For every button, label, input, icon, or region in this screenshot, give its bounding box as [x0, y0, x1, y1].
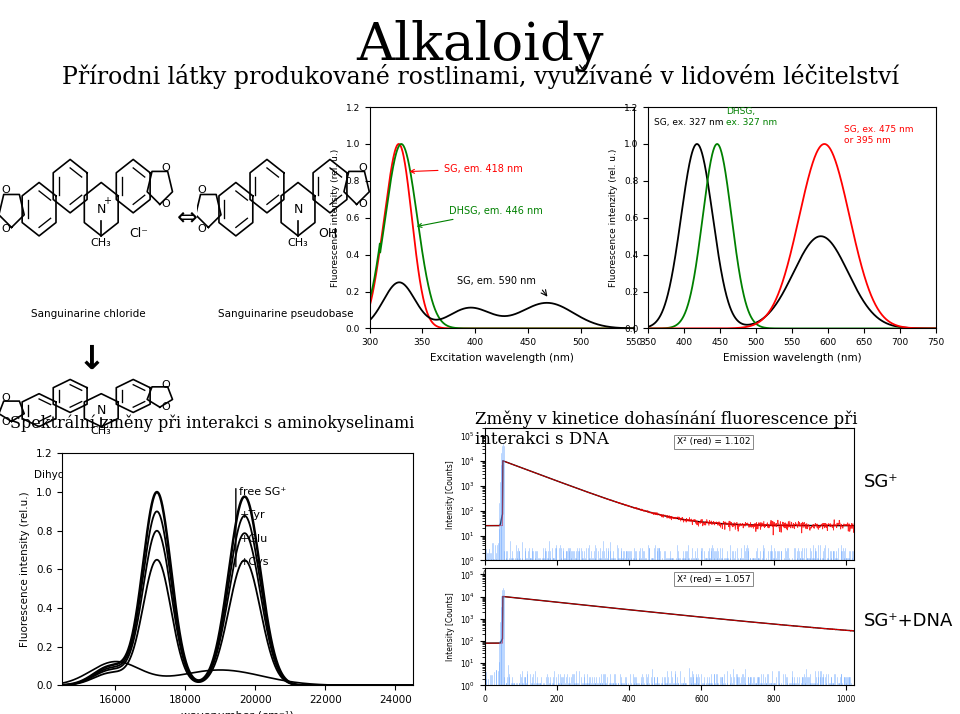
Text: O: O [161, 380, 171, 390]
X-axis label: wavenumber (cm⁻¹): wavenumber (cm⁻¹) [181, 710, 294, 714]
Text: O: O [161, 402, 171, 412]
Text: O: O [1, 393, 10, 403]
Text: SG⁺+DNA: SG⁺+DNA [864, 612, 953, 630]
Text: SG, ex. 327 nm: SG, ex. 327 nm [654, 118, 723, 127]
Text: Změny v kinetice dohasínání fluorescence při
interakci s DNA: Změny v kinetice dohasínání fluorescence… [475, 411, 857, 448]
Text: O: O [161, 199, 171, 209]
Text: Spektrální změny při interakci s aminokyselinami: Spektrální změny při interakci s aminoky… [10, 414, 414, 432]
Text: SG, em. 590 nm: SG, em. 590 nm [457, 276, 536, 286]
Y-axis label: Fluorescence intenzity (rel. u.): Fluorescence intenzity (rel. u.) [610, 149, 618, 287]
Text: O: O [1, 223, 10, 233]
Text: Sanguinarine chloride: Sanguinarine chloride [32, 308, 146, 318]
Text: CH₃: CH₃ [288, 238, 308, 248]
Text: N: N [97, 403, 106, 417]
Text: ↓: ↓ [77, 343, 106, 376]
Text: O: O [1, 417, 10, 427]
Text: O: O [198, 185, 206, 195]
Text: +Tyr: +Tyr [239, 511, 265, 521]
Text: +Glu: +Glu [239, 533, 268, 543]
Text: Cl⁻: Cl⁻ [129, 227, 148, 240]
Text: O: O [358, 163, 368, 173]
Y-axis label: Fluorescence intensity (rel. u.): Fluorescence intensity (rel. u.) [331, 149, 340, 287]
Text: SG⁺: SG⁺ [864, 473, 899, 491]
Text: Dihydrosanguinarine: Dihydrosanguinarine [35, 470, 143, 480]
Text: Sanguinarine pseudobase: Sanguinarine pseudobase [218, 308, 353, 318]
Text: CH₃: CH₃ [91, 238, 111, 248]
Text: N: N [97, 203, 106, 216]
Text: X² (red) = 1.102: X² (red) = 1.102 [677, 437, 751, 446]
Text: DHSG,
ex. 327 nm: DHSG, ex. 327 nm [726, 107, 777, 127]
Text: CH₃: CH₃ [91, 426, 111, 436]
Text: O: O [198, 223, 206, 233]
Text: DHSG, em. 446 nm: DHSG, em. 446 nm [418, 206, 542, 227]
Text: N: N [294, 203, 302, 216]
Y-axis label: Intensity [Counts]: Intensity [Counts] [445, 592, 455, 661]
Text: Přírodni látky produkované rostlinami, využívané v lidovém léčitelství: Přírodni látky produkované rostlinami, v… [61, 64, 899, 89]
Text: free SG⁺: free SG⁺ [239, 487, 287, 497]
Text: X² (red) = 1.057: X² (red) = 1.057 [677, 575, 751, 584]
Text: O: O [358, 199, 368, 209]
Text: OH: OH [319, 227, 338, 240]
Text: ⇔: ⇔ [177, 206, 198, 230]
Text: O: O [1, 185, 10, 195]
Text: O: O [161, 163, 171, 173]
Text: Alkaloidy: Alkaloidy [356, 20, 604, 72]
Y-axis label: Intensity [Counts]: Intensity [Counts] [445, 460, 455, 529]
X-axis label: Excitation wavelength (nm): Excitation wavelength (nm) [430, 353, 573, 363]
Y-axis label: Fluorescence intensity (rel.u.): Fluorescence intensity (rel.u.) [20, 492, 31, 647]
Text: SG, ex. 475 nm
or 395 nm: SG, ex. 475 nm or 395 nm [844, 125, 913, 144]
Text: +: + [104, 196, 111, 206]
Text: SG, em. 418 nm: SG, em. 418 nm [411, 164, 522, 174]
Text: +Cys: +Cys [239, 557, 269, 567]
X-axis label: Emission wavelength (nm): Emission wavelength (nm) [723, 353, 861, 363]
